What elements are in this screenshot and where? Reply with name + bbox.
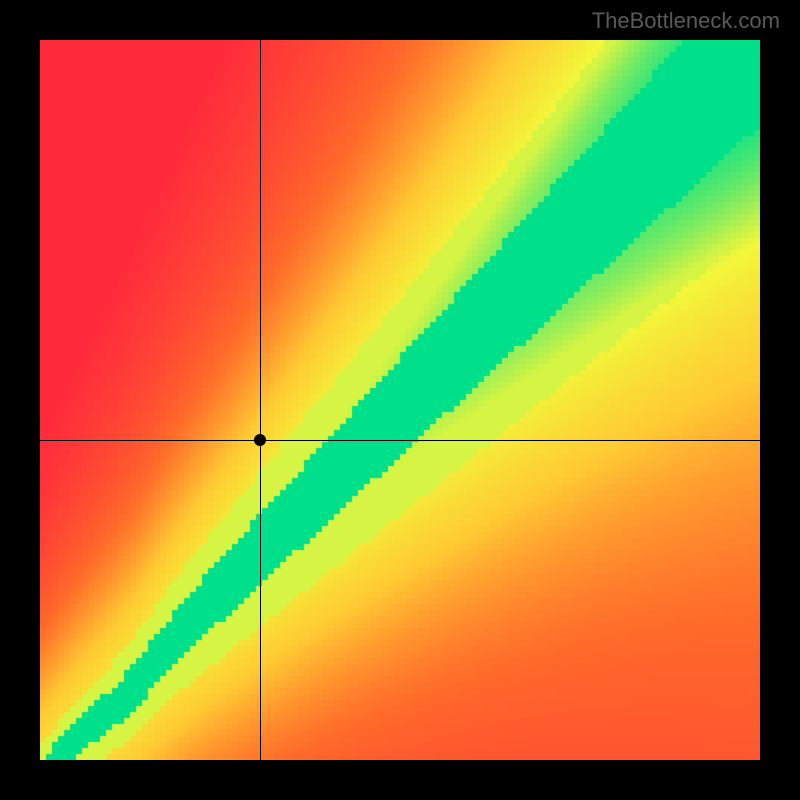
watermark-text: TheBottleneck.com: [592, 8, 780, 34]
marker-dot: [254, 434, 266, 446]
plot-area: [40, 40, 760, 760]
crosshair-vertical: [260, 40, 261, 760]
crosshair-horizontal: [40, 440, 760, 441]
heatmap-canvas: [40, 40, 760, 760]
chart-container: TheBottleneck.com: [0, 0, 800, 800]
